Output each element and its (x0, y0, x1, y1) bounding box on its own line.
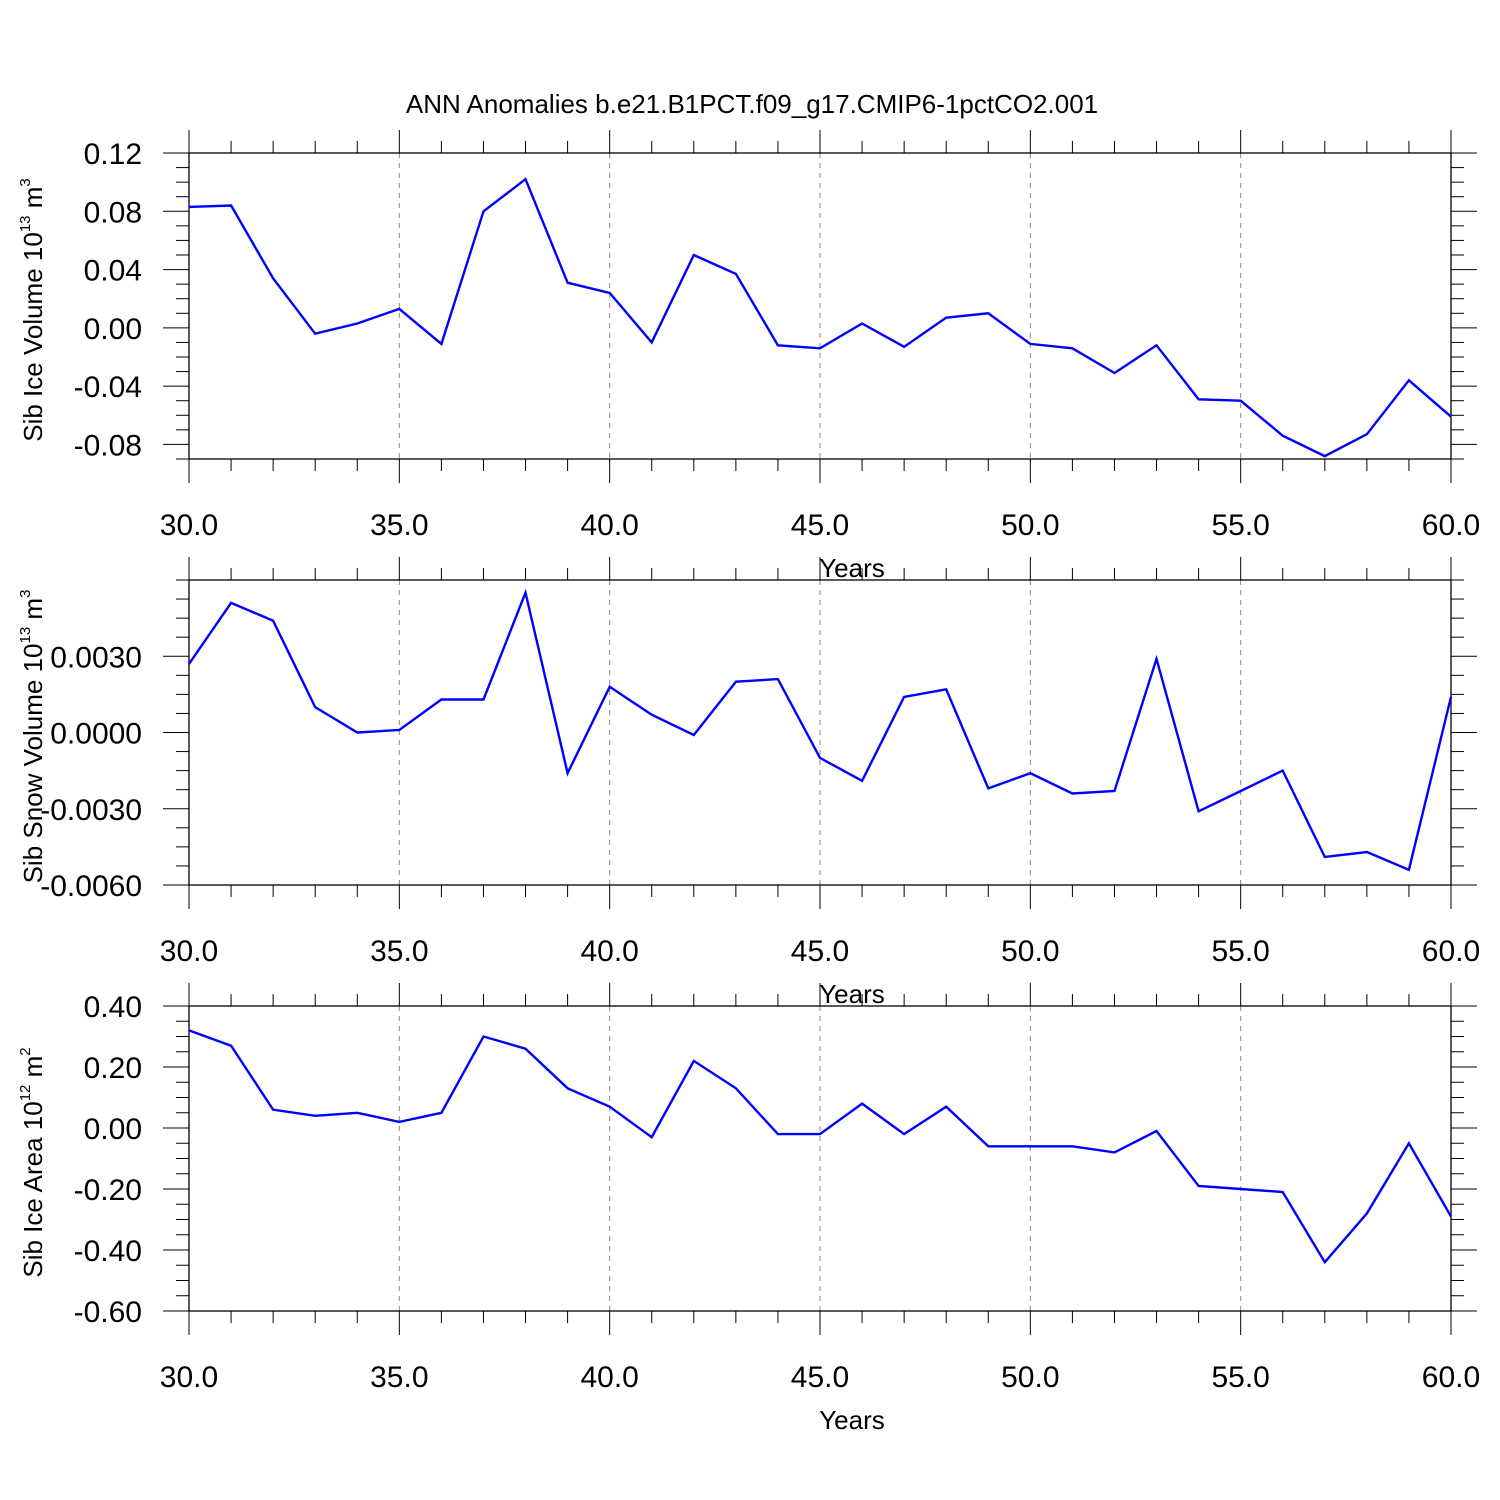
y-tick-label: 0.0000 (50, 718, 142, 751)
x-tick-label: 45.0 (791, 935, 849, 968)
x-tick-label: 30.0 (160, 935, 218, 968)
y-axis-title-main: Sib Snow Volume 10 (18, 643, 48, 883)
panel-1: 30.0 35.0 40.0 45.0 50.0 55.0 60.0 Years 0.12 0.0… (17, 130, 1480, 583)
x-tick-label: 50.0 (1001, 935, 1059, 968)
x-tick-label: 55.0 (1211, 935, 1269, 968)
x-tick-label: 35.0 (370, 1361, 428, 1394)
y-tick-label: 0.08 (84, 196, 142, 229)
y-tick-label: -0.60 (74, 1296, 142, 1329)
y-axis-title-unit-exponent: 3 (17, 590, 34, 598)
y-tick-label: -0.04 (74, 371, 142, 404)
y-tick-label: -0.40 (74, 1235, 142, 1268)
y-tick-label: 0.0030 (50, 641, 142, 674)
y-tick-label: -0.0030 (40, 794, 142, 827)
x-tick-label: 40.0 (580, 509, 638, 542)
x-tick-label: 30.0 (160, 509, 218, 542)
x-tick-label: 40.0 (580, 935, 638, 968)
y-tick-label: -0.20 (74, 1174, 142, 1207)
x-tick-label: 60.0 (1422, 1361, 1480, 1394)
y-axis-title-unit: m (18, 187, 48, 216)
x-tick-label: 55.0 (1211, 1361, 1269, 1394)
x-tick-label: 55.0 (1211, 509, 1269, 542)
chart-title: ANN Anomalies b.e21.B1PCT.f09_g17.CMIP6-… (406, 89, 1098, 119)
x-tick-label: 45.0 (791, 1361, 849, 1394)
y-axis-title-main: Sib Ice Area 10 (18, 1101, 48, 1277)
y-tick-label: 0.00 (84, 313, 142, 346)
x-axis-title: Years (819, 1405, 885, 1435)
chart-panels: 30.0 35.0 40.0 45.0 50.0 55.0 60.0 Years 0.12 0.0… (17, 130, 1480, 1435)
y-axis-title-unit-exponent: 3 (17, 178, 34, 186)
y-tick-label: -0.08 (74, 429, 142, 462)
x-tick-label: 40.0 (580, 1361, 638, 1394)
y-axis-title: Sib Snow Volume 1013 m3 (17, 590, 48, 884)
y-axis-title-exponent: 12 (17, 1085, 34, 1102)
panel-2: 30.0 35.0 40.0 45.0 50.0 55.0 60.0 Years 0.0030 0… (17, 557, 1480, 1009)
y-axis-title: Sib Ice Area 1012 m2 (17, 1047, 48, 1277)
x-tick-label: 50.0 (1001, 1361, 1059, 1394)
x-tick-label: 30.0 (160, 1361, 218, 1394)
y-axis-title-unit: m (18, 1056, 48, 1085)
y-tick-label: 0.20 (84, 1052, 142, 1085)
y-axis-title-unit-exponent: 2 (17, 1047, 34, 1055)
x-axis-title: Years (819, 553, 885, 583)
x-axis-title: Years (819, 979, 885, 1009)
y-axis-title-unit: m (18, 598, 48, 627)
x-tick-label: 35.0 (370, 509, 428, 542)
y-axis-title-exponent: 13 (17, 627, 34, 644)
y-axis-title-main: Sib Ice Volume 10 (18, 232, 48, 442)
y-axis-title: Sib Ice Volume 1013 m3 (17, 178, 48, 442)
y-axis-title-exponent: 13 (17, 215, 34, 232)
series-line (188, 588, 1453, 872)
y-tick-label: 0.04 (84, 255, 142, 288)
x-tick-label: 50.0 (1001, 509, 1059, 542)
y-tick-label: 0.40 (84, 991, 142, 1024)
y-tick-label: 0.00 (84, 1113, 142, 1146)
x-tick-label: 60.0 (1422, 509, 1480, 542)
x-tick-label: 60.0 (1422, 935, 1480, 968)
x-tick-label: 35.0 (370, 935, 428, 968)
series-line (188, 177, 1452, 458)
series-line (188, 1029, 1453, 1265)
y-tick-label: 0.12 (84, 138, 142, 171)
x-tick-label: 45.0 (791, 509, 849, 542)
panel-3: 30.0 35.0 40.0 45.0 50.0 55.0 60.0 Years 0.40 0.2… (17, 983, 1480, 1435)
y-tick-label: -0.0060 (40, 870, 142, 903)
